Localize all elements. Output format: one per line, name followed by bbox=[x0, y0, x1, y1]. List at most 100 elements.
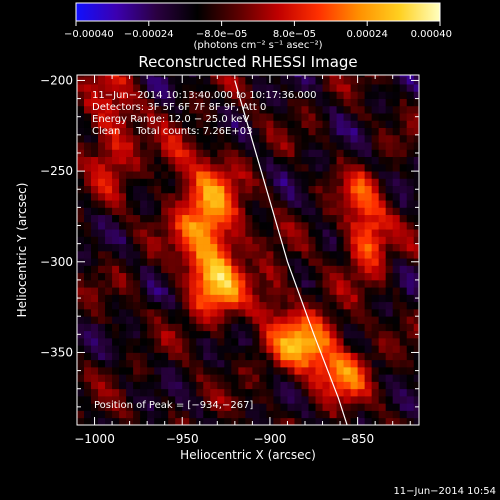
heatmap-cell bbox=[238, 156, 246, 165]
heatmap-cell bbox=[322, 287, 330, 295]
heatmap-cell bbox=[385, 120, 394, 128]
heatmap-cell bbox=[413, 156, 419, 165]
heatmap-cell bbox=[301, 345, 309, 353]
heatmap-cell bbox=[119, 91, 127, 99]
heatmap-cell bbox=[329, 366, 337, 375]
heatmap-cell bbox=[98, 301, 106, 310]
heatmap-cell bbox=[231, 229, 239, 237]
heatmap-cell bbox=[175, 308, 183, 317]
heatmap-cell bbox=[329, 294, 337, 303]
heatmap-cell bbox=[147, 301, 155, 310]
heatmap-cell bbox=[119, 403, 127, 411]
heatmap-cell bbox=[357, 279, 366, 288]
heatmap-cell bbox=[385, 221, 394, 230]
heatmap-cell bbox=[413, 287, 419, 295]
heatmap-cell bbox=[287, 337, 295, 346]
heatmap-cell bbox=[133, 185, 141, 194]
heatmap-cell bbox=[273, 214, 281, 223]
heatmap-cell bbox=[371, 91, 380, 99]
heatmap-cell bbox=[140, 395, 148, 404]
heatmap-cell bbox=[329, 403, 337, 411]
heatmap-cell bbox=[357, 316, 366, 324]
heatmap-cell bbox=[301, 120, 309, 128]
heatmap-cell bbox=[112, 250, 120, 259]
heatmap-cell bbox=[147, 417, 155, 425]
heatmap-cell bbox=[77, 200, 85, 208]
heatmap-cell bbox=[329, 352, 337, 361]
heatmap-cell bbox=[392, 337, 401, 346]
heatmap-cell bbox=[357, 330, 366, 339]
heatmap-cell bbox=[280, 352, 288, 361]
heatmap-cell bbox=[364, 221, 373, 230]
heatmap-cell bbox=[84, 171, 92, 179]
heatmap-cell bbox=[413, 381, 419, 390]
heatmap-cell bbox=[413, 272, 419, 281]
heatmap-cell bbox=[350, 388, 359, 397]
heatmap-cell bbox=[224, 113, 232, 121]
heatmap-cell bbox=[238, 120, 246, 128]
plot-area: 11−Jun−2014 10:13:40.000 to 10:17:36.000… bbox=[76, 74, 420, 426]
heatmap-cell bbox=[231, 221, 239, 230]
heatmap-cell bbox=[140, 214, 148, 223]
heatmap-cell bbox=[406, 287, 415, 295]
heatmap-cell bbox=[280, 207, 288, 216]
heatmap-cell bbox=[252, 265, 260, 274]
heatmap-cell bbox=[280, 337, 288, 346]
heatmap-cell bbox=[140, 127, 148, 136]
heatmap-cell bbox=[273, 395, 281, 404]
heatmap-cell bbox=[385, 410, 394, 419]
heatmap-cell bbox=[308, 149, 316, 158]
heatmap-cell bbox=[322, 272, 330, 281]
heatmap-cell bbox=[294, 330, 302, 339]
heatmap-cell bbox=[126, 149, 134, 158]
heatmap-cell bbox=[203, 258, 211, 266]
heatmap-cell bbox=[168, 279, 176, 288]
heatmap-cell bbox=[210, 374, 218, 382]
heatmap-cell bbox=[154, 75, 162, 78]
heatmap-cell bbox=[245, 250, 253, 259]
heatmap-cell bbox=[91, 120, 99, 128]
heatmap-cell bbox=[189, 403, 197, 411]
heatmap-cell bbox=[399, 410, 408, 419]
heatmap-cell bbox=[308, 185, 316, 194]
heatmap-cell bbox=[112, 76, 120, 85]
heatmap-cell bbox=[126, 265, 134, 274]
heatmap-cell bbox=[259, 207, 267, 216]
heatmap-cell bbox=[77, 287, 85, 295]
heatmap-cell bbox=[147, 229, 155, 237]
heatmap-cell bbox=[133, 75, 141, 78]
heatmap-cell bbox=[182, 410, 190, 419]
heatmap-cell bbox=[294, 134, 302, 143]
heatmap-cell bbox=[112, 120, 120, 128]
heatmap-cell bbox=[140, 366, 148, 375]
heatmap-cell bbox=[399, 301, 408, 310]
heatmap-cell bbox=[161, 366, 169, 375]
heatmap-cell bbox=[98, 76, 106, 85]
heatmap-cell bbox=[315, 91, 323, 99]
heatmap-cell bbox=[133, 366, 141, 375]
heatmap-cell bbox=[315, 301, 323, 310]
heatmap-cell bbox=[140, 301, 148, 310]
heatmap-cell bbox=[364, 134, 373, 143]
heatmap-cell bbox=[399, 366, 408, 375]
heatmap-cell bbox=[308, 75, 316, 78]
heatmap-cell bbox=[154, 156, 162, 165]
heatmap-cell bbox=[182, 279, 190, 288]
heatmap-cell bbox=[308, 381, 316, 390]
heatmap-cell bbox=[91, 207, 99, 216]
heatmap-cell bbox=[168, 156, 176, 165]
heatmap-cell bbox=[343, 113, 351, 121]
heatmap-cell bbox=[154, 388, 162, 397]
heatmap-cell bbox=[308, 91, 316, 99]
heatmap-cell bbox=[294, 417, 302, 425]
heatmap-cell bbox=[245, 272, 253, 281]
heatmap-cell bbox=[196, 403, 204, 411]
heatmap-cell bbox=[196, 243, 204, 252]
heatmap-cell bbox=[154, 287, 162, 295]
heatmap-cell bbox=[168, 76, 176, 85]
heatmap-cell bbox=[98, 323, 106, 332]
heatmap-cell bbox=[91, 345, 99, 353]
heatmap-cell bbox=[77, 374, 85, 382]
heatmap-cell bbox=[168, 142, 176, 150]
heatmap-cell bbox=[308, 345, 316, 353]
